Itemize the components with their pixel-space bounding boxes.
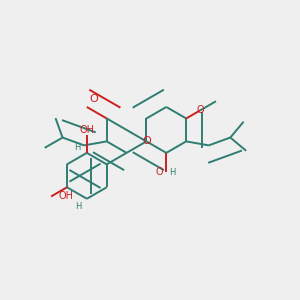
Text: H: H: [169, 168, 176, 177]
Text: OH: OH: [79, 124, 94, 134]
Text: O: O: [156, 167, 164, 177]
Text: O: O: [196, 105, 204, 116]
Text: H: H: [75, 202, 81, 211]
Text: O: O: [90, 94, 98, 104]
Text: OH: OH: [58, 191, 74, 202]
Text: O: O: [142, 136, 151, 146]
Text: H: H: [75, 143, 81, 152]
